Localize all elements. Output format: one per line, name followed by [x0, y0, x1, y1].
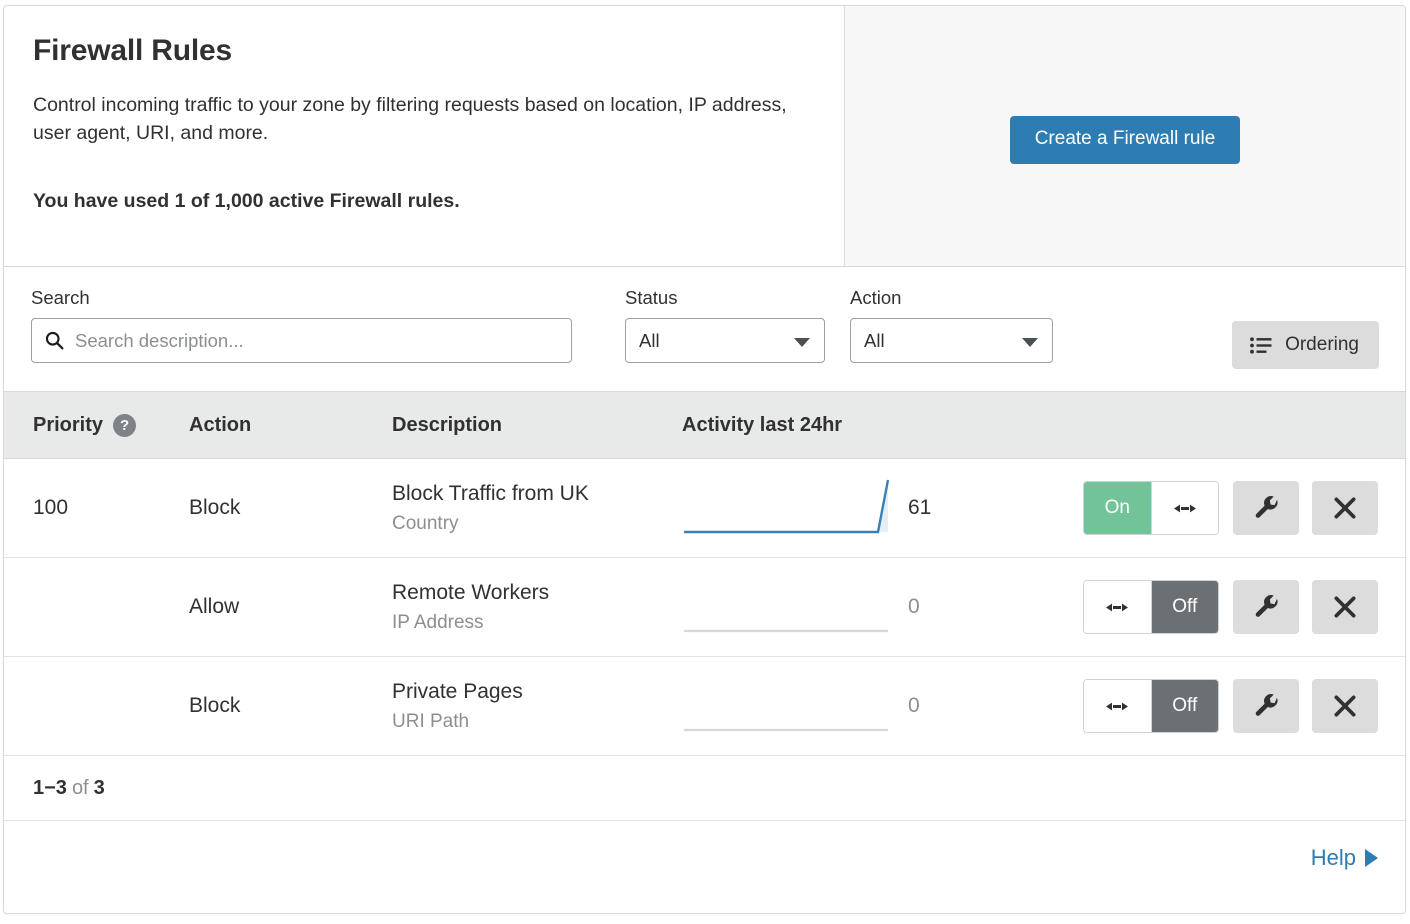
create-firewall-rule-button[interactable]: Create a Firewall rule	[1009, 116, 1241, 164]
search-input-wrapper[interactable]	[31, 318, 572, 363]
chevron-down-icon	[1022, 337, 1038, 347]
header-info: Firewall Rules Control incoming traffic …	[4, 6, 845, 266]
cell-description: Remote Workers IP Address	[392, 580, 682, 633]
close-icon	[1334, 497, 1356, 519]
ordering-button-label: Ordering	[1285, 334, 1359, 355]
toggle-state-label: Off	[1151, 581, 1218, 633]
search-field-group: Search	[31, 287, 572, 363]
rule-description-title: Remote Workers	[392, 581, 550, 605]
status-label: Status	[625, 287, 678, 308]
row-controls: On	[1065, 481, 1405, 535]
column-header-priority-label: Priority	[33, 413, 104, 436]
search-label: Search	[31, 287, 90, 308]
action-label: Action	[850, 287, 902, 308]
table-row: Allow Remote Workers IP Address 0 Off	[4, 558, 1405, 657]
close-icon	[1334, 596, 1356, 618]
status-select-value: All	[639, 329, 660, 351]
activity-count: 0	[908, 694, 920, 717]
search-icon	[45, 331, 64, 350]
wrench-icon	[1255, 693, 1277, 716]
activity-sparkline	[684, 479, 890, 534]
column-header-activity: Activity last 24hr	[682, 413, 843, 436]
rule-description-subtitle: Country	[392, 512, 459, 534]
action-filter-group: Action All	[850, 287, 1053, 363]
row-controls: Off	[1065, 679, 1405, 733]
cell-activity: 61	[682, 474, 1065, 542]
page-description: Control incoming traffic to your zone by…	[33, 93, 787, 144]
edit-rule-button[interactable]	[1233, 679, 1299, 733]
row-controls: Off	[1065, 580, 1405, 634]
status-select[interactable]: All	[625, 318, 825, 363]
rule-description-title: Private Pages	[392, 680, 523, 704]
delete-rule-button[interactable]	[1312, 481, 1378, 535]
rule-enabled-toggle[interactable]: On	[1083, 481, 1219, 535]
header-action-panel: Create a Firewall rule	[845, 6, 1405, 266]
cell-action: Block	[189, 496, 241, 519]
edit-rule-button[interactable]	[1233, 481, 1299, 535]
cell-action: Block	[189, 694, 241, 717]
toggle-knob	[1150, 482, 1218, 534]
toggle-knob	[1084, 581, 1152, 633]
activity-sparkline	[684, 728, 888, 732]
activity-sparkline	[684, 629, 888, 633]
help-link[interactable]: Help	[1311, 845, 1378, 871]
help-bar: Help	[4, 821, 1405, 895]
edit-rule-button[interactable]	[1233, 580, 1299, 634]
priority-help-icon[interactable]: ?	[113, 413, 137, 437]
delete-rule-button[interactable]	[1312, 580, 1378, 634]
table-row: 100 Block Block Traffic from UK Country …	[4, 459, 1405, 558]
cell-activity: 0	[682, 672, 1065, 740]
toggle-state-label: Off	[1151, 680, 1218, 732]
page-title: Firewall Rules	[33, 34, 232, 67]
toggle-knob	[1084, 680, 1152, 732]
table-row: Block Private Pages URI Path 0 Off	[4, 657, 1405, 756]
cell-activity: 0	[682, 573, 1065, 641]
filter-toolbar: Search Status All Action All	[4, 267, 1405, 392]
cell-action: Allow	[189, 595, 240, 618]
cell-description: Block Traffic from UK Country	[392, 481, 682, 534]
cell-description: Private Pages URI Path	[392, 679, 682, 732]
triangle-right-icon	[1365, 849, 1378, 867]
action-select[interactable]: All	[850, 318, 1053, 363]
page-header: Firewall Rules Control incoming traffic …	[4, 6, 1405, 267]
rule-description-title: Block Traffic from UK	[392, 482, 589, 506]
chevron-down-icon	[794, 337, 810, 347]
status-filter-group: Status All	[625, 287, 825, 363]
usage-summary: You have used 1 of 1,000 active Firewall…	[33, 190, 460, 213]
activity-count: 0	[908, 595, 920, 618]
list-icon	[1250, 336, 1272, 354]
activity-count: 61	[908, 496, 932, 519]
left-right-arrows-icon	[1106, 702, 1129, 710]
rule-description-subtitle: URI Path	[392, 710, 470, 732]
left-right-arrows-icon	[1173, 504, 1196, 512]
firewall-rules-card: Firewall Rules Control incoming traffic …	[3, 5, 1406, 914]
close-icon	[1334, 695, 1356, 717]
table-header-row: Priority ? Action Description Activity l…	[4, 392, 1405, 459]
left-right-arrows-icon	[1106, 603, 1129, 611]
pagination-range: 1−3	[33, 776, 67, 799]
column-header-priority: Priority ?	[4, 413, 189, 437]
delete-rule-button[interactable]	[1312, 679, 1378, 733]
rule-enabled-toggle[interactable]: Off	[1083, 580, 1219, 634]
rule-enabled-toggle[interactable]: Off	[1083, 679, 1219, 733]
rule-description-subtitle: IP Address	[392, 611, 484, 633]
toggle-state-label: On	[1084, 482, 1151, 534]
column-header-description: Description	[392, 413, 503, 436]
action-select-value: All	[864, 329, 885, 351]
wrench-icon	[1255, 495, 1277, 518]
cell-priority: 100	[33, 496, 69, 519]
ordering-button[interactable]: Ordering	[1232, 321, 1379, 369]
search-input[interactable]	[75, 329, 559, 352]
pagination-total: 3	[93, 776, 105, 799]
column-header-action: Action	[189, 413, 252, 436]
pagination-summary: 1−3 of 3	[4, 756, 1405, 821]
wrench-icon	[1255, 594, 1277, 617]
pagination-of-label: of	[71, 776, 89, 799]
help-link-label: Help	[1310, 845, 1356, 870]
